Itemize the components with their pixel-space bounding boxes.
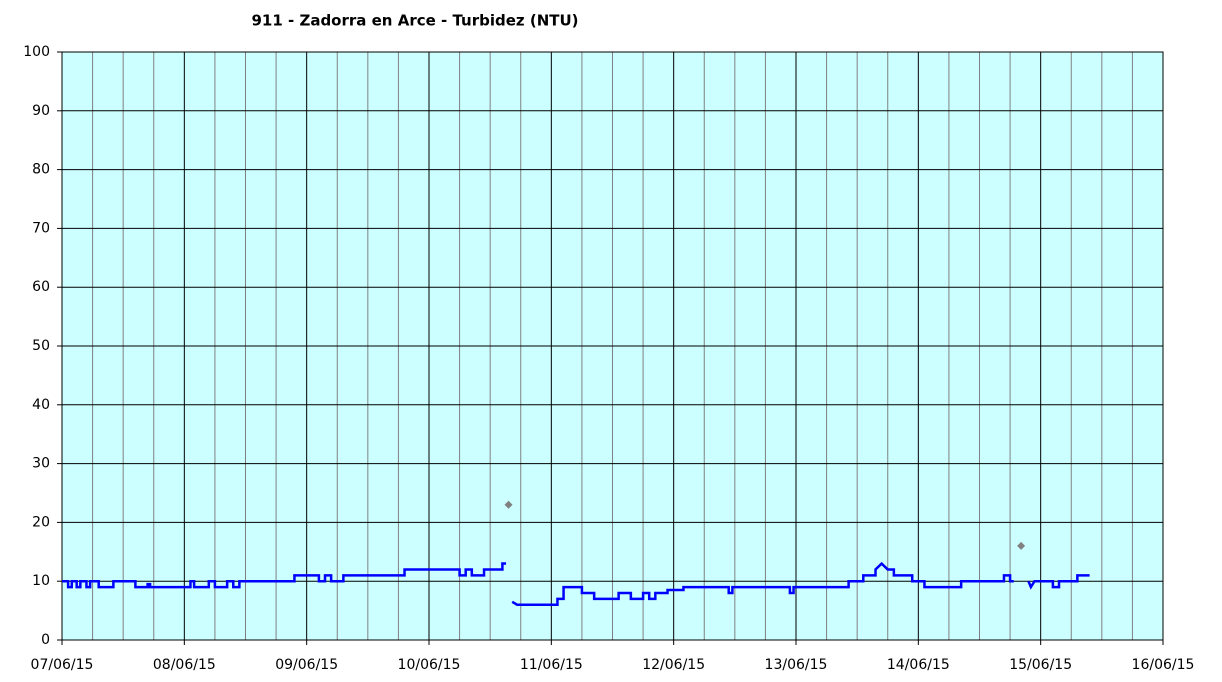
x-tick-label: 15/06/15 — [1009, 657, 1072, 673]
y-tick-label: 50 — [32, 338, 50, 354]
data-point — [1017, 541, 1026, 550]
y-tick-label: 70 — [32, 220, 50, 236]
chart-title: 911 - Zadorra en Arce - Turbidez (NTU) — [251, 12, 578, 30]
y-tick-label: 0 — [41, 632, 50, 648]
x-tick-label: 10/06/15 — [398, 657, 461, 673]
y-tick-label: 100 — [23, 44, 50, 60]
x-tick-label: 07/06/15 — [31, 657, 94, 673]
y-tick-label: 60 — [32, 279, 50, 295]
line-series — [62, 561, 1090, 606]
data-point — [504, 500, 513, 509]
x-tick-label: 08/06/15 — [153, 657, 216, 673]
x-tick-label: 14/06/15 — [887, 657, 950, 673]
x-tick-label: 16/06/15 — [1132, 657, 1195, 673]
y-tick-label: 80 — [32, 162, 50, 178]
y-tick-label: 20 — [32, 514, 50, 530]
y-tick-label: 90 — [32, 103, 50, 119]
y-tick-label: 40 — [32, 397, 50, 413]
x-tick-label: 12/06/15 — [642, 657, 705, 673]
x-tick-label: 13/06/15 — [765, 657, 828, 673]
x-tick-label: 11/06/15 — [520, 657, 583, 673]
y-tick-label: 10 — [32, 573, 50, 589]
x-tick-label: 09/06/15 — [275, 657, 338, 673]
y-tick-label: 30 — [32, 456, 50, 472]
